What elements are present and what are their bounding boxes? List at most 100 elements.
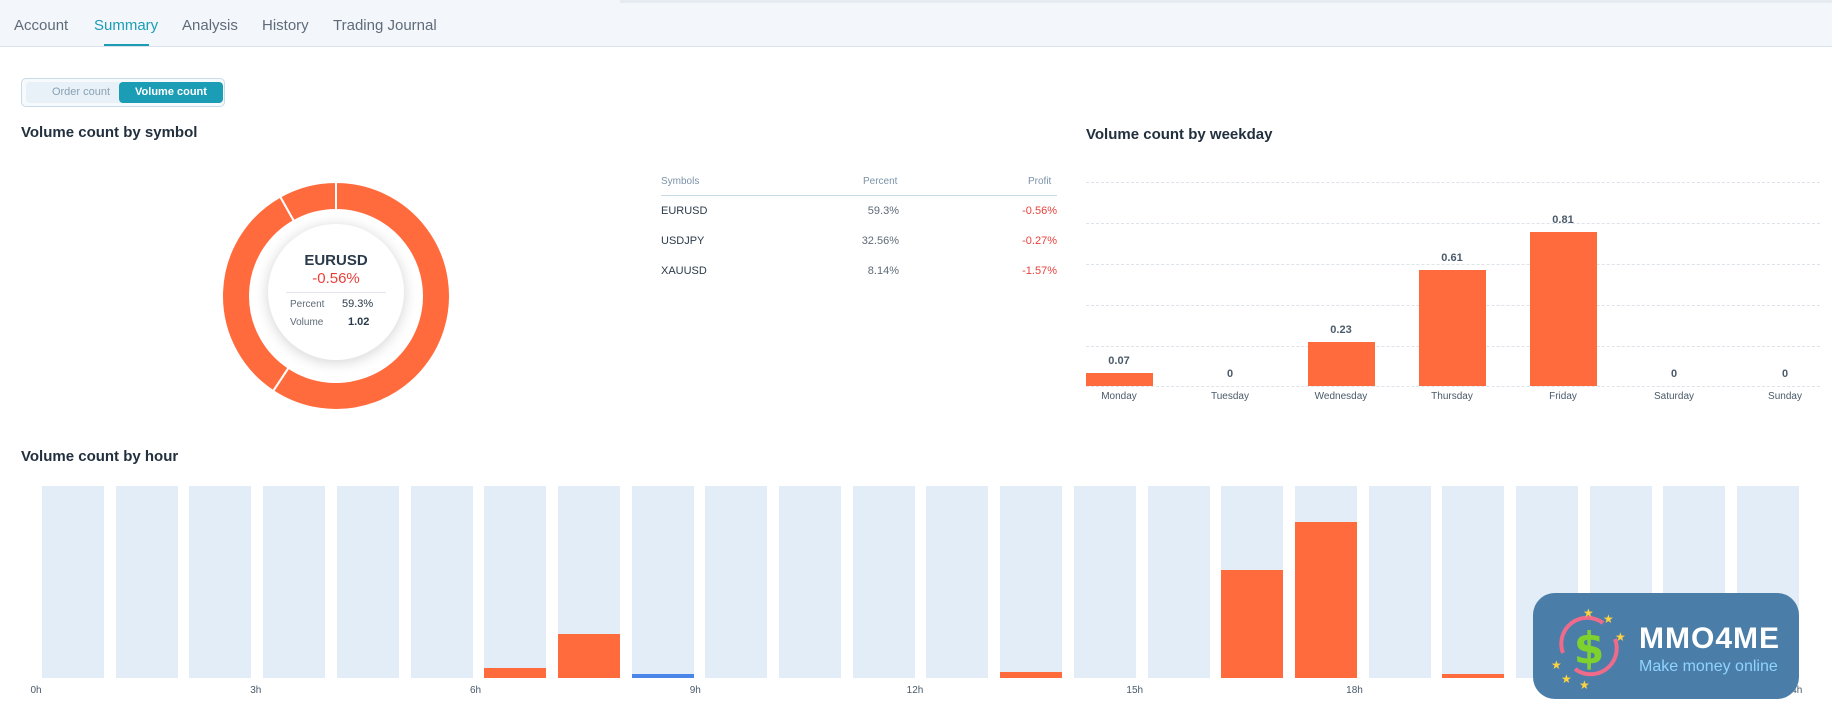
active-tab-indicator: [104, 44, 149, 46]
order-count-button[interactable]: Order count: [26, 82, 136, 103]
weekday-bar-wednesday[interactable]: [1307, 342, 1375, 386]
hour-bar-16h[interactable]: [1221, 570, 1284, 678]
weekday-section-title: Volume count by weekday: [1086, 126, 1273, 143]
donut-center-card: EURUSD -0.56% Percent 59.3% Volume 1.02: [268, 224, 404, 360]
table-cell-percent: 32.56%: [861, 235, 899, 247]
table-cell-profit: -0.27%: [1022, 235, 1057, 247]
hour-bar-7h[interactable]: [557, 634, 620, 678]
svg-text:★: ★: [1551, 658, 1562, 672]
weekday-bar-monday[interactable]: [1085, 373, 1153, 386]
top-nav: Account Summary Analysis History Trading…: [0, 0, 1832, 47]
hour-axis-tick: 3h: [250, 685, 262, 696]
symbol-section-title: Volume count by symbol: [21, 124, 198, 141]
volume-count-button[interactable]: Volume count: [119, 82, 223, 103]
hour-track-12h[interactable]: [926, 486, 989, 678]
watermark-subtitle: Make money online: [1639, 658, 1778, 675]
weekday-value-label: 0: [1670, 368, 1678, 380]
symbol-donut-chart[interactable]: [210, 170, 462, 422]
weekday-value-label: 0.81: [1552, 214, 1574, 226]
hour-track-8h[interactable]: [631, 486, 694, 678]
hour-bar-6h[interactable]: [484, 668, 547, 678]
weekday-axis-label: Saturday: [1653, 391, 1695, 402]
svg-text:★: ★: [1561, 672, 1572, 686]
percent-value: 59.3%: [342, 298, 374, 310]
hour-bar-13h[interactable]: [1000, 672, 1063, 678]
weekday-value-label: 0.23: [1330, 324, 1352, 336]
gridline: [1086, 386, 1820, 387]
table-cell-symbol: USDJPY: [661, 235, 705, 247]
table-cell-symbol: XAUUSD: [661, 265, 707, 277]
hour-track-11h[interactable]: [852, 486, 915, 678]
tab-analysis[interactable]: Analysis: [182, 17, 238, 34]
weekday-axis-label: Sunday: [1768, 391, 1802, 402]
weekday-value-label: 0: [1226, 368, 1234, 380]
hour-axis-tick: 0h: [30, 685, 42, 696]
hour-bar-17h[interactable]: [1294, 522, 1357, 678]
hour-track-6h[interactable]: [484, 486, 547, 678]
table-cell-symbol: EURUSD: [661, 205, 708, 217]
table-cell-percent: 59.3%: [867, 205, 899, 217]
table-cell-percent: 8.14%: [867, 265, 899, 277]
selected-symbol: EURUSD: [304, 252, 368, 269]
header-divider: [661, 195, 1057, 196]
svg-text:$: $: [1574, 623, 1605, 674]
hour-track-15h[interactable]: [1147, 486, 1210, 678]
col-header-symbols: Symbols: [661, 176, 700, 187]
dollar-logo-icon: $ ★ ★ ★ ★ ★ ★: [1551, 606, 1626, 689]
percent-label: Percent: [290, 299, 325, 310]
svg-text:★: ★: [1579, 678, 1590, 689]
gridline: [1086, 264, 1820, 265]
hour-track-14h[interactable]: [1073, 486, 1136, 678]
hour-axis-tick: 9h: [689, 685, 701, 696]
volume-label: Volume: [290, 317, 324, 328]
hour-track-18h[interactable]: [1368, 486, 1431, 678]
hour-track-1h[interactable]: [115, 486, 178, 678]
hour-bar-8h[interactable]: [631, 674, 694, 678]
tab-history[interactable]: History: [262, 17, 309, 34]
hour-track-5h[interactable]: [410, 486, 473, 678]
hour-track-4h[interactable]: [336, 486, 399, 678]
table-cell-profit: -1.57%: [1022, 265, 1057, 277]
hour-track-2h[interactable]: [189, 486, 252, 678]
svg-text:★: ★: [1603, 612, 1614, 626]
mmo4me-watermark: $ ★ ★ ★ ★ ★ ★ MMO4ME Make money online: [1533, 593, 1799, 699]
tab-summary[interactable]: Summary: [94, 17, 159, 34]
donut-slice-xauusd[interactable]: [278, 180, 337, 223]
hour-track-19h[interactable]: [1442, 486, 1505, 678]
col-header-profit: Profit: [1028, 176, 1052, 187]
weekday-axis-label: Friday: [1549, 391, 1577, 402]
svg-text:★: ★: [1615, 630, 1626, 644]
hour-bar-19h[interactable]: [1442, 674, 1505, 678]
weekday-bar-friday[interactable]: [1529, 232, 1597, 386]
gridline: [1086, 182, 1820, 183]
hour-axis-tick: 18h: [1346, 685, 1363, 696]
weekday-value-label: 0.61: [1441, 252, 1463, 264]
tab-trading-journal[interactable]: Trading Journal: [333, 17, 437, 34]
volume-value: 1.02: [348, 316, 370, 328]
gridline: [1086, 223, 1820, 224]
weekday-axis-label: Monday: [1101, 391, 1137, 402]
hour-track-10h[interactable]: [779, 486, 841, 678]
count-mode-toggle: Order count Volume count: [21, 78, 225, 107]
weekday-value-label: 0.07: [1108, 355, 1130, 367]
table-cell-profit: -0.56%: [1022, 205, 1057, 217]
hour-track-13h[interactable]: [1000, 486, 1063, 678]
hour-track-3h[interactable]: [263, 486, 326, 678]
selected-symbol-profit: -0.56%: [312, 270, 360, 287]
hour-section-title: Volume count by hour: [21, 448, 179, 465]
col-header-percent: Percent: [863, 176, 898, 187]
hour-track-0h[interactable]: [42, 486, 104, 678]
donut-slice-eurusd[interactable]: [271, 180, 451, 411]
hour-track-9h[interactable]: [705, 486, 768, 678]
top-border: [620, 0, 1832, 3]
hour-axis-tick: 6h: [469, 685, 482, 696]
hour-axis-tick: 12h: [906, 685, 924, 696]
hour-axis-tick: 15h: [1126, 685, 1144, 696]
svg-text:★: ★: [1583, 606, 1594, 620]
tab-account[interactable]: Account: [14, 17, 69, 34]
watermark-title: MMO4ME: [1639, 622, 1780, 655]
weekday-bar-thursday[interactable]: [1418, 270, 1486, 386]
weekday-value-label: 0: [1781, 368, 1789, 380]
weekday-axis-label: Thursday: [1431, 391, 1473, 402]
divider: [286, 292, 386, 293]
